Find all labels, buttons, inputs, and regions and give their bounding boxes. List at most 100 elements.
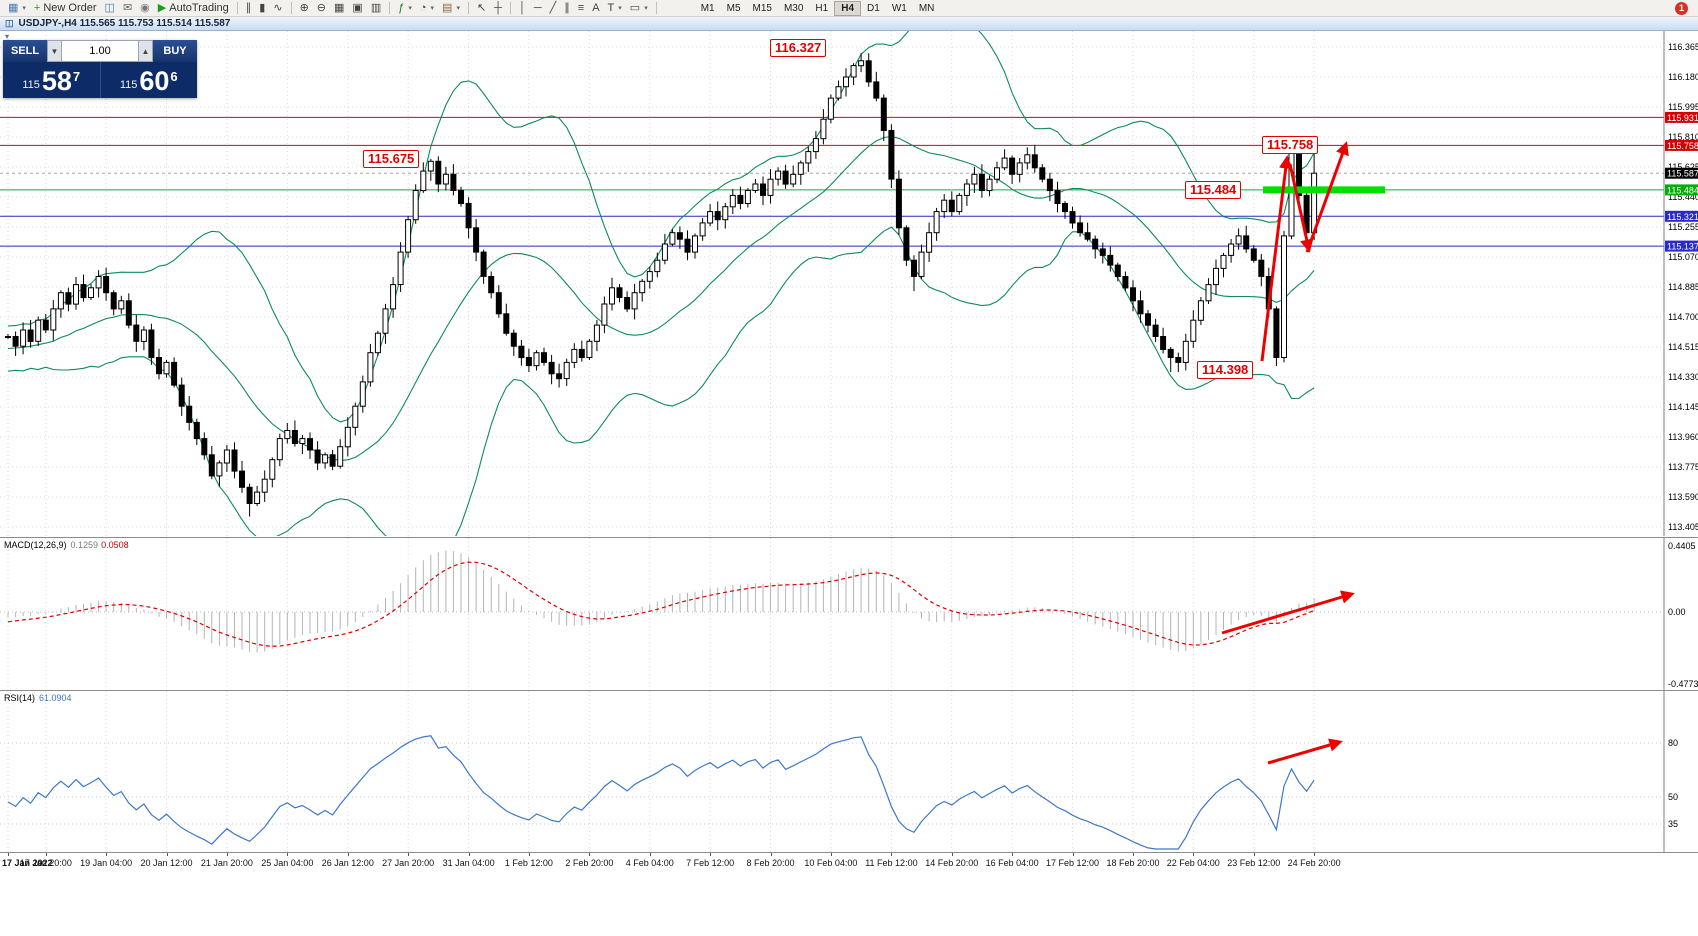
chart-title: USDJPY-,H4 115.565 115.753 115.514 115.5… — [18, 18, 231, 29]
new-order-button[interactable]: + New Order — [30, 1, 101, 16]
svg-text:113.405: 113.405 — [1668, 522, 1698, 532]
time-label: 1 Feb 12:00 — [504, 858, 553, 868]
bars-chart-icon[interactable]: ∥ — [242, 1, 256, 16]
time-label: 4 Feb 04:00 — [625, 858, 674, 868]
volume-decrease-button[interactable]: ▼ — [47, 40, 62, 62]
macd-chart[interactable]: 0.4405 0.00 -0.4773 — [0, 538, 1698, 690]
volume-input[interactable]: 1.00 — [62, 40, 138, 62]
horizontal-line-icon: ─ — [533, 1, 542, 14]
bars-chart-icon: ∥ — [245, 1, 252, 14]
time-tick — [1072, 853, 1074, 856]
time-tick — [8, 853, 9, 856]
indicators-icon[interactable]: ƒ ▾ — [394, 1, 416, 16]
trend-arrow[interactable] — [1305, 141, 1349, 253]
time-label: 16 Feb 04:00 — [985, 858, 1039, 868]
rsi-line — [7, 735, 1315, 850]
rsi-name: RSI(14) — [4, 693, 36, 703]
time-tick — [1133, 853, 1134, 856]
chart-windows-icon[interactable]: ◫ — [101, 1, 119, 16]
price-annotation[interactable]: 116.327 — [770, 39, 827, 57]
sell-button[interactable]: SELL — [3, 40, 47, 62]
chevron-down-icon: ▾ — [618, 5, 622, 12]
timeframe-h4[interactable]: H4 — [834, 0, 862, 16]
macd-signal-line — [7, 561, 1315, 647]
new-chart-icon[interactable]: ▦ ▾ — [4, 1, 30, 16]
time-axis[interactable]: 17 Jan 2022 17 Jan 20:00 19 Jan 04:00 20 Ja… — [0, 852, 1698, 872]
autotrading-button[interactable]: ▶ AutoTrading — [154, 1, 233, 16]
notifications-badge[interactable]: 1 — [1675, 1, 1688, 15]
templates-icon[interactable]: ▤ ▾ — [438, 1, 464, 16]
svg-text:50: 50 — [1668, 792, 1678, 802]
timeframe-mn[interactable]: MN — [918, 2, 935, 14]
main-chart-panel[interactable]: 116.365 116.180 115.995 115.810 115.625 115.4… — [0, 31, 1698, 536]
periods-icon[interactable]: ◔ ▾ — [416, 1, 438, 16]
price-annotation[interactable]: 115.758 — [1262, 136, 1319, 154]
timeframe-m5[interactable]: M5 — [726, 2, 741, 14]
svg-text:115.321: 115.321 — [1667, 212, 1698, 222]
vertical-line-icon[interactable]: │ — [515, 1, 530, 16]
one-click-trading-panel: SELL ▼ 1.00 ▲ BUY 115 58 7 115 60 6 — [3, 40, 197, 98]
price-annotation[interactable]: 115.484 — [1185, 181, 1242, 199]
bollinger-upper-band — [7, 31, 1315, 423]
buy-button[interactable]: BUY — [153, 40, 197, 62]
tile-windows-icon[interactable]: ▦ — [330, 1, 348, 16]
cursor-icon: ↖ — [476, 1, 487, 14]
arrange-windows-icon[interactable]: ▥ — [367, 1, 385, 16]
zoom-in-icon[interactable]: ⊕ — [296, 1, 313, 16]
zoom-out-icon[interactable]: ⊖ — [313, 1, 330, 16]
buy-quote[interactable]: 115 60 6 — [101, 62, 198, 98]
time-tick — [226, 853, 228, 856]
svg-text:35: 35 — [1668, 819, 1678, 829]
new-order-icon: + — [33, 1, 41, 14]
rsi-panel[interactable]: 80 50 35 RSI(14) 61.0904 — [0, 690, 1698, 852]
timeframe-m30[interactable]: M30 — [783, 2, 804, 14]
timeframe-h1[interactable]: H1 — [815, 2, 829, 14]
price-chart[interactable]: 116.365 116.180 115.995 115.810 115.625 115.4… — [0, 31, 1698, 536]
macd-panel[interactable]: 0.4405 0.00 -0.4773 MACD(12,26,9) 0.1259 0.0… — [0, 537, 1698, 690]
cascade-windows-icon[interactable]: ▣ — [348, 1, 366, 16]
time-tick — [287, 853, 289, 856]
timeframe-m1[interactable]: M1 — [700, 2, 715, 14]
cursor-icon[interactable]: ↖ — [473, 1, 490, 16]
time-label: 11 Feb 12:00 — [865, 858, 918, 868]
timeframe-m15[interactable]: M15 — [752, 2, 772, 14]
macd-trend-arrow[interactable] — [1221, 590, 1355, 635]
line-chart-icon[interactable]: ∿ — [269, 1, 286, 16]
price-tag — [1665, 184, 1698, 196]
timeframe-w1[interactable]: W1 — [891, 2, 907, 14]
trendline-icon[interactable]: ╱ — [546, 1, 561, 16]
svg-text:114.145: 114.145 — [1668, 402, 1698, 412]
email-icon[interactable]: ✉ — [119, 1, 136, 16]
sell-quote[interactable]: 115 58 7 — [3, 62, 100, 98]
vertical-line-icon: │ — [518, 1, 526, 14]
timeframe-d1[interactable]: D1 — [867, 2, 880, 14]
sound-alert-icon: ◉ — [140, 1, 150, 14]
shapes-icon[interactable]: ▭ ▾ — [626, 1, 652, 16]
one-click-toggle-icon[interactable]: ▾ — [5, 32, 10, 41]
macd-signal-value: 0.0508 — [101, 540, 129, 550]
sound-alert-icon[interactable]: ◉ — [136, 1, 154, 16]
horizontal-line-icon[interactable]: ─ — [530, 1, 546, 16]
equidistant-channel-icon[interactable]: ∥ — [560, 1, 574, 16]
rsi-trend-arrow[interactable] — [1267, 738, 1343, 765]
rsi-chart[interactable]: 80 50 35 — [0, 691, 1698, 852]
price-tag — [1665, 139, 1698, 151]
chevron-down-icon: ▾ — [22, 5, 26, 12]
toolbar: ▦ ▾ + New Order ◫ ✉ ◉ ▶ AutoTrading ∥ ▮ ∿ ⊕ ⊖ ▦ ▣ ▥ ƒ ▾ ◔ ▾ ▤… — [0, 0, 1698, 17]
trend-arrow[interactable] — [1288, 163, 1314, 253]
price-tag — [1665, 240, 1698, 252]
text-label-icon[interactable]: A — [588, 1, 603, 16]
price-annotation[interactable]: 115.675 — [363, 150, 420, 168]
svg-text:115.484: 115.484 — [1667, 185, 1698, 195]
time-label: 17 Jan 2022 — [2, 858, 53, 868]
arrow-objects-icon[interactable]: T ▾ — [604, 1, 626, 16]
volume-increase-button[interactable]: ▲ — [138, 40, 153, 62]
sell-price-prefix: 115 — [22, 79, 40, 91]
fibonacci-icon[interactable]: ≡ — [574, 1, 588, 16]
autotrading-button-label: AutoTrading — [169, 2, 229, 14]
candles-chart-icon[interactable]: ▮ — [255, 1, 269, 16]
svg-text:115.440: 115.440 — [1668, 192, 1698, 202]
trend-arrow[interactable] — [1260, 155, 1293, 362]
price-annotation[interactable]: 114.398 — [1197, 361, 1254, 379]
crosshair-icon[interactable]: ┼ — [490, 1, 506, 16]
